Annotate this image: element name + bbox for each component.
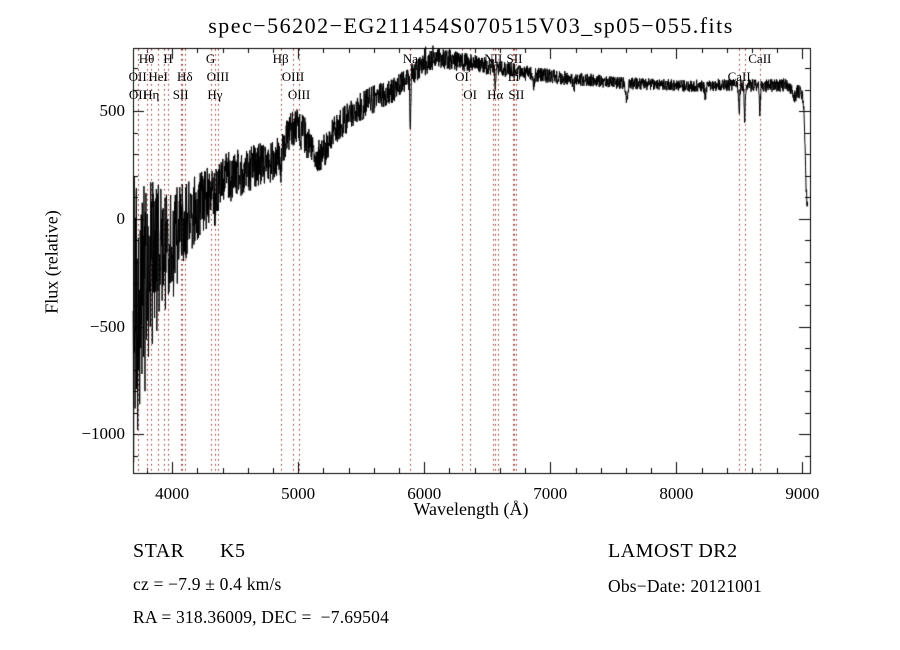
x-tick-label: 7000 bbox=[533, 484, 568, 503]
x-tick-label: 9000 bbox=[785, 484, 820, 503]
spectral-line-label: Hη bbox=[143, 87, 160, 102]
spectral-line-label: SII bbox=[172, 87, 189, 102]
y-tick-label: 500 bbox=[99, 101, 126, 121]
spectral-line-label: Hα bbox=[487, 87, 504, 102]
x-axis-label: Wavelength (Å) bbox=[413, 499, 529, 519]
spectral-line-label: G bbox=[205, 51, 216, 66]
spectral-line-label: Li bbox=[507, 69, 520, 84]
x-tick-label: 8000 bbox=[659, 484, 694, 503]
spectral-line-label: Na bbox=[402, 51, 418, 66]
spectral-line-label: NII bbox=[484, 51, 503, 66]
cz-text: cz = −7.9 ± 0.4 km/s bbox=[133, 574, 282, 594]
subclass-text: K5 bbox=[220, 540, 246, 562]
x-tick-label: 5000 bbox=[281, 484, 316, 503]
spectral-line-label: Hβ bbox=[272, 51, 289, 66]
object-type-text: STAR bbox=[133, 540, 185, 562]
spectral-line-label: SII bbox=[508, 87, 525, 102]
spectral-line-label: Hγ bbox=[207, 87, 223, 102]
spectral-line-label: CaII bbox=[748, 51, 772, 66]
y-axis-label: Flux (relative) bbox=[41, 210, 62, 314]
spectral-line-label: HeI bbox=[148, 69, 168, 84]
spectral-line-label: OII bbox=[128, 69, 147, 84]
spectral-line-label: OII bbox=[128, 87, 147, 102]
obs-date-text: Obs−Date: 20121001 bbox=[608, 576, 762, 596]
x-tick-label: 6000 bbox=[407, 484, 442, 503]
spectral-line-label: CaII bbox=[727, 69, 751, 84]
spectral-line-label: OIII bbox=[206, 69, 230, 84]
y-tick-label: 0 bbox=[116, 208, 126, 228]
spectral-line-label: SII bbox=[506, 51, 523, 66]
spectral-line-label: H bbox=[163, 51, 173, 66]
y-tick-label: −1000 bbox=[81, 424, 125, 444]
y-tick-label: −500 bbox=[89, 316, 125, 336]
spectral-line-label: Hθ bbox=[138, 51, 155, 66]
plot-title: spec−56202−EG211454S070515V03_sp05−055.f… bbox=[208, 13, 734, 38]
spectral-line-label: OI bbox=[455, 69, 469, 84]
spectral-line-label: Hδ bbox=[177, 69, 193, 84]
spectral-line-label: OIII bbox=[281, 69, 305, 84]
spectral-line-label: OIII bbox=[287, 87, 311, 102]
x-tick-label: 4000 bbox=[155, 484, 190, 503]
spectral-line-label: OI bbox=[463, 87, 477, 102]
ra-dec-text: RA = 318.36009, DEC = −7.69504 bbox=[133, 607, 390, 627]
survey-text: LAMOST DR2 bbox=[608, 540, 738, 562]
